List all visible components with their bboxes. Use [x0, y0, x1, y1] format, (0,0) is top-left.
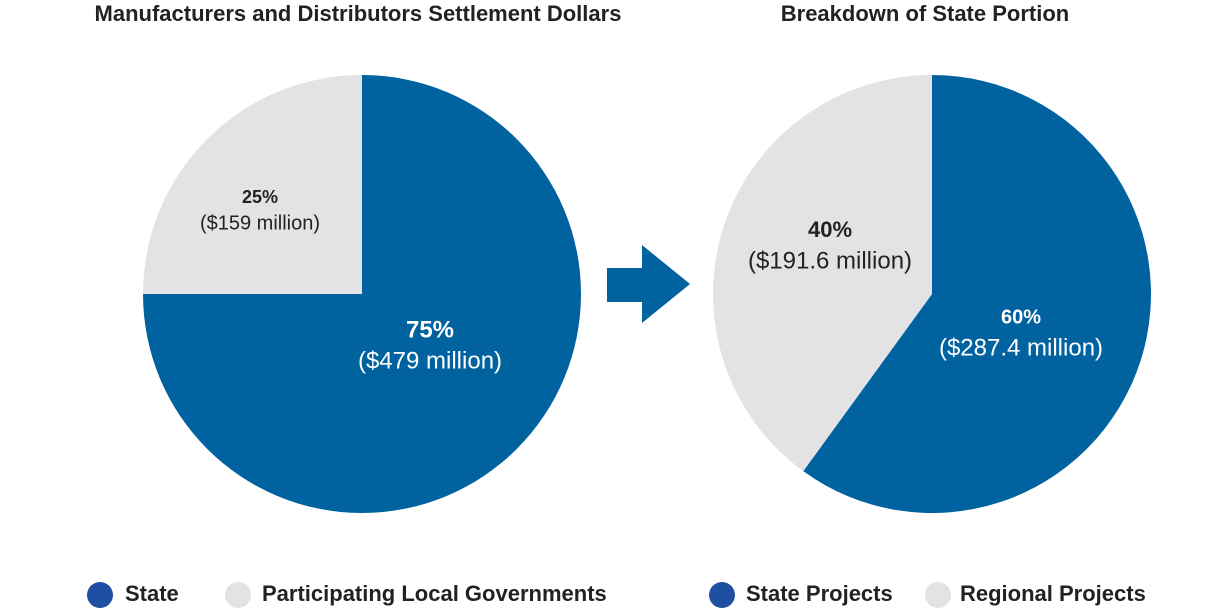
chart-title: Manufacturers and Distributors Settlemen… [95, 1, 622, 26]
pie-slice [143, 75, 362, 294]
value-label: 40% [808, 217, 852, 242]
legend-label: Regional Projects [960, 581, 1146, 606]
pie-slice [803, 75, 1151, 513]
legend-marker [225, 582, 251, 608]
legend-marker [925, 582, 951, 608]
legend-label: State Projects [746, 581, 893, 606]
legend-marker [87, 582, 113, 608]
pie-slice [713, 75, 932, 472]
value-label: 75% [406, 316, 454, 343]
amount-label: ($287.4 million) [939, 335, 1103, 362]
value-label: 60% [1001, 306, 1041, 328]
arrow [607, 245, 690, 323]
legend-marker [709, 582, 735, 608]
amount-label: ($159 million) [200, 212, 320, 234]
legend-label: Participating Local Governments [262, 581, 607, 606]
amount-label: ($479 million) [358, 348, 502, 375]
amount-label: ($191.6 million) [748, 248, 912, 275]
legend-label: State [125, 581, 179, 606]
chart-title: Breakdown of State Portion [781, 1, 1069, 26]
value-label: 25% [242, 187, 278, 207]
